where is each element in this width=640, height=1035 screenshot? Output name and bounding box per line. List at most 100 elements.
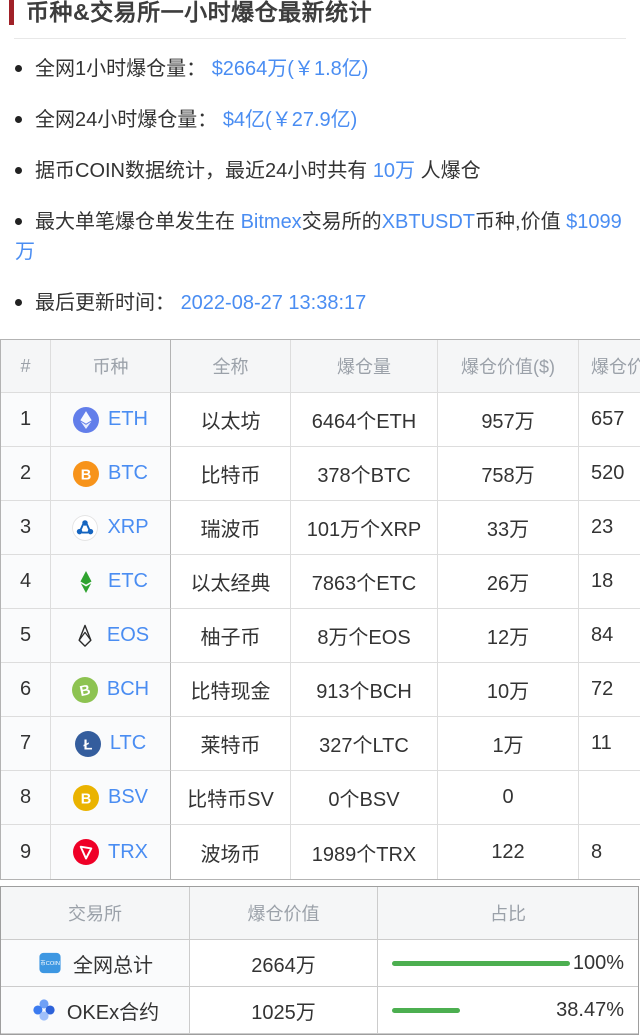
coin-link[interactable]: BTC [73,461,148,487]
coin-link[interactable]: XRP [72,515,149,541]
exchange-name: 全网总计 [73,954,153,977]
coin-cell: EOS [51,609,171,663]
coin-cell: BSV [51,771,171,825]
value-usd-cell: 957万 [438,393,579,447]
col-fullname: 全称 [171,340,291,393]
coin-row: 5 EOS 柚子币 8万个EOS 12万 84 [1,609,640,663]
coin-cell: TRX [51,825,171,879]
value-cny-cell: 84 [579,609,640,663]
fullname-cell: 比特币SV [171,771,291,825]
bitmex-link[interactable]: Bitmex [240,211,302,233]
exchange-name: OKEx合约 [66,1001,160,1024]
stat-value: $4亿(￥27.9亿) [222,109,358,131]
value-cny-cell: 520 [579,447,640,501]
col-exchange: 交易所 [1,887,190,940]
coin-row: 1 ETH 以太坊 6464个ETH 957万 657 [1,393,640,447]
coin-link[interactable]: ETH [73,407,148,433]
coin-row: 3 XRP 瑞波币 101万个XRP 33万 23 [1,501,640,555]
stat-pre: 据币COIN数据统计，最近24小时共有 [35,160,373,182]
percent-bar [392,1007,461,1013]
coin-cell: XRP [51,501,171,555]
amount-cell: 6464个ETH [291,393,438,447]
exchange-table-body: 全网总计 2664万 100% OKEx合约 1025万 38.47% [1,940,638,1034]
summary-stats-list: 全网1小时爆仓量： $2664万(￥1.8亿) 全网24小时爆仓量： $4亿(￥… [0,54,640,318]
fullname-cell: 比特现金 [171,663,291,717]
exchange-link[interactable]: OKEx合约 [31,996,159,1025]
bullet-dot [15,65,22,72]
coin-table-body: 1 ETH 以太坊 6464个ETH 957万 657 2 BTC 比特币 37… [1,393,640,879]
col-rank: # [1,340,51,393]
exchange-row: 全网总计 2664万 100% [1,940,638,987]
value-cny-cell: 8 [579,825,640,879]
coin-cell: BTC [51,447,171,501]
fullname-cell: 以太经典 [171,555,291,609]
coin-link[interactable]: BCH [72,677,149,703]
value-cny-cell [579,771,640,825]
coin-cell: ETC [51,555,171,609]
etc-icon [73,569,99,595]
trx-icon [73,839,99,865]
bullet-dot [15,218,22,225]
percent-text: 100% [572,951,624,974]
rank-cell: 2 [1,447,51,501]
stat-largest-order: 最大单笔爆仓单发生在 Bitmex交易所的XBTUSDT币种,价值 $1099万 [15,207,622,267]
value-usd-cell: 0 [438,771,579,825]
rank-cell: 8 [1,771,51,825]
stat-value: 10万 [372,160,416,182]
coin-link[interactable]: BSV [73,785,148,811]
value-cny-cell: 72 [579,663,640,717]
coin-liquidation-table: # 币种 全称 爆仓量 爆仓价值($) 爆仓价值(￥) 1 ETH 以太坊 64… [0,339,640,880]
col-value-cny: 爆仓价值(￥) [579,340,640,393]
value-cny-cell: 11 [579,717,640,771]
liq-value-cell: 2664万 [190,940,378,987]
coin-link[interactable]: ETC [73,569,148,595]
amount-cell: 101万个XRP [291,501,438,555]
value-usd-cell: 26万 [438,555,579,609]
fullname-cell: 波场币 [171,825,291,879]
coin-row: 2 BTC 比特币 378个BTC 758万 520 [1,447,640,501]
value-cny-cell: 18 [579,555,640,609]
bicoin-icon [37,950,63,976]
coin-link[interactable]: TRX [73,839,148,865]
stat-p1: 最大单笔爆仓单发生在 [35,211,241,233]
share-cell: 100% [378,940,638,987]
bullet-dot [15,167,22,174]
rank-cell: 9 [1,825,51,879]
exchange-liquidation-table: 交易所 爆仓价值 占比 全网总计 2664万 100% OKEx合约 1025万… [0,886,639,1035]
col-liq-value: 爆仓价值 [190,887,378,940]
stat-1h-liquidation: 全网1小时爆仓量： $2664万(￥1.8亿) [15,54,622,84]
rank-cell: 1 [1,393,51,447]
value-usd-cell: 10万 [438,663,579,717]
coin-symbol: EOS [106,624,150,646]
xrp-icon [72,515,98,541]
bullet-dot [15,299,22,306]
coin-table-header: # 币种 全称 爆仓量 爆仓价值($) 爆仓价值(￥) [1,340,640,393]
coin-link[interactable]: LTC [75,731,146,757]
value-usd-cell: 12万 [438,609,579,663]
stat-label: 全网24小时爆仓量： [35,109,223,131]
coin-link[interactable]: EOS [72,623,149,649]
coin-symbol: ETC [108,570,148,592]
stat-label: 最后更新时间： [35,292,181,314]
col-amount: 爆仓量 [291,340,438,393]
stat-label: 全网1小时爆仓量： [35,58,212,80]
fullname-cell: 莱特币 [171,717,291,771]
coin-symbol: BSV [107,786,149,808]
amount-cell: 8万个EOS [291,609,438,663]
last-update-time: 2022-08-27 13:38:17 [180,292,367,314]
fullname-cell: 比特币 [171,447,291,501]
percent-bar [392,960,570,966]
coin-symbol: XRP [107,516,149,538]
rank-cell: 7 [1,717,51,771]
exchange-link[interactable]: 全网总计 [37,949,153,978]
rank-cell: 6 [1,663,51,717]
amount-cell: 0个BSV [291,771,438,825]
col-coin: 币种 [51,340,171,393]
bch-icon [72,677,98,703]
coin-symbol: ETH [108,408,148,430]
page-header: 币种&交易所一小时爆仓最新统计 [0,0,640,27]
xbtusdt-link[interactable]: XBTUSDT [381,211,476,233]
coin-symbol: BCH [106,678,150,700]
amount-cell: 378个BTC [291,447,438,501]
